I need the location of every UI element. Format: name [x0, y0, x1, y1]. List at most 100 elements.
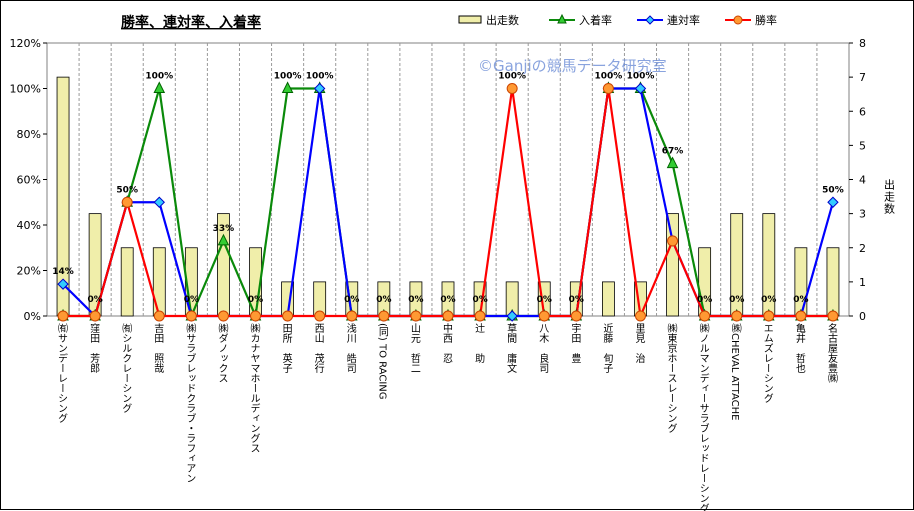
- y-tick-label: 80%: [17, 128, 41, 141]
- marker-circle: [763, 310, 775, 322]
- data-label: 100%: [498, 72, 526, 82]
- plot-area: [46, 42, 850, 317]
- bar: [794, 247, 808, 317]
- bar: [152, 247, 166, 317]
- marker-circle: [89, 310, 101, 322]
- data-label: 100%: [274, 72, 302, 82]
- marker-circle: [378, 310, 390, 322]
- x-tick-label: エムズレーシング: [761, 323, 773, 403]
- marker-circle: [731, 310, 743, 322]
- data-label: 100%: [145, 72, 173, 82]
- x-tick-label: 浅川 皓司: [344, 322, 356, 373]
- y-tick-label: 120%: [10, 37, 41, 50]
- x-tick-label: 名古屋友豊㈱: [825, 322, 837, 383]
- x-tick-label: ㈲サンデーレーシング: [56, 323, 68, 423]
- y2-tick-label: 8: [859, 37, 866, 50]
- x-tick-label: ㈱ノルマンディーサラブレッドレーシング: [697, 323, 709, 511]
- data-label: 0%: [440, 295, 455, 305]
- data-label: 50%: [116, 185, 138, 195]
- legend-label: 勝率: [755, 13, 777, 27]
- x-tick-label: ㈱CHEVAL ATTACHE: [729, 323, 741, 421]
- legend-marker: [733, 15, 743, 25]
- marker-circle: [185, 310, 197, 322]
- x-tick-label: ㈱カナヤマホールディングス: [248, 323, 260, 453]
- marker-diamond: [153, 196, 165, 208]
- marker-circle: [506, 83, 518, 94]
- legend-marker: [557, 13, 567, 24]
- marker-diamond: [313, 82, 326, 95]
- marker-triangle: [666, 156, 679, 169]
- y2-tick-label: 6: [859, 105, 866, 118]
- marker-circle: [602, 83, 614, 94]
- y-tick-label: 0%: [24, 310, 41, 323]
- marker-diamond: [57, 278, 69, 290]
- watermark-text: ©Ganjiの競馬データ研究室: [478, 57, 667, 75]
- data-label: 0%: [376, 295, 391, 305]
- legend-marker: [645, 15, 655, 25]
- data-label: 100%: [627, 72, 655, 82]
- data-label: 0%: [569, 295, 584, 305]
- y-tick-label: 20%: [17, 265, 41, 278]
- marker-circle: [474, 310, 486, 322]
- bar: [602, 281, 615, 317]
- marker-circle: [314, 310, 326, 322]
- data-label: 0%: [697, 295, 712, 305]
- marker-circle: [667, 235, 679, 247]
- marker-circle: [410, 310, 422, 322]
- y2-tick-label: 5: [859, 139, 866, 152]
- marker-diamond: [827, 196, 839, 208]
- x-tick-label: (同) TO RACING: [376, 323, 388, 400]
- y-tick-label: 100%: [10, 83, 41, 96]
- data-label: 0%: [184, 295, 199, 305]
- data-label: 0%: [537, 295, 552, 305]
- x-tick-label: 窪田 芳郎: [88, 322, 100, 374]
- data-label: 0%: [472, 295, 487, 305]
- marker-triangle: [153, 81, 166, 93]
- legend-swatch-bar: [458, 15, 482, 24]
- legend-label: 出走数: [486, 13, 519, 27]
- x-tick-label: 吉田 照哉: [152, 323, 164, 373]
- y2-tick-label: 2: [859, 242, 866, 255]
- marker-circle: [634, 310, 646, 322]
- marker-circle: [827, 310, 839, 322]
- x-tick-label: 中西 忍: [441, 322, 453, 363]
- marker-circle: [538, 310, 550, 322]
- x-tick-label: 宇田 豊: [569, 322, 581, 363]
- y2-tick-label: 7: [859, 71, 866, 84]
- data-label: 33%: [213, 224, 235, 234]
- x-tick-label: ㈱東京ホースレーシング: [665, 323, 677, 433]
- y2-axis-label: 出走数: [883, 178, 896, 215]
- marker-circle: [250, 310, 262, 322]
- data-label: 0%: [87, 295, 102, 305]
- marker-diamond: [506, 310, 518, 322]
- x-tick-label: 山元 哲二: [408, 323, 420, 373]
- marker-circle: [699, 310, 711, 322]
- x-tick-label: 亀井 哲也: [793, 322, 805, 373]
- marker-circle: [217, 310, 229, 322]
- y-tick-label: 40%: [17, 219, 41, 232]
- x-tick-label: 田所 英子: [280, 323, 292, 373]
- data-label: 14%: [52, 267, 74, 277]
- data-label: 67%: [662, 147, 684, 157]
- x-tick-label: 辻 助: [473, 322, 485, 364]
- data-label: 0%: [729, 295, 744, 305]
- bar: [666, 213, 679, 317]
- data-label: 0%: [248, 295, 263, 305]
- marker-circle: [282, 310, 294, 322]
- marker-triangle: [217, 233, 230, 246]
- y2-tick-label: 0: [859, 310, 866, 323]
- marker-circle: [570, 310, 582, 322]
- x-tick-label: 西山 茂行: [312, 323, 324, 374]
- data-label: 100%: [306, 72, 334, 82]
- x-tick-label: 里見 治: [633, 323, 645, 364]
- x-tick-label: 八木 良司: [537, 323, 549, 373]
- marker-circle: [795, 310, 807, 322]
- legend-label: 入着率: [579, 13, 612, 27]
- y2-tick-label: 1: [859, 276, 866, 289]
- x-tick-label: 近藤 旬子: [601, 322, 613, 373]
- y2-tick-label: 3: [859, 208, 866, 221]
- x-tick-label: ㈲シルクレーシング: [120, 323, 132, 413]
- marker-circle: [57, 310, 69, 322]
